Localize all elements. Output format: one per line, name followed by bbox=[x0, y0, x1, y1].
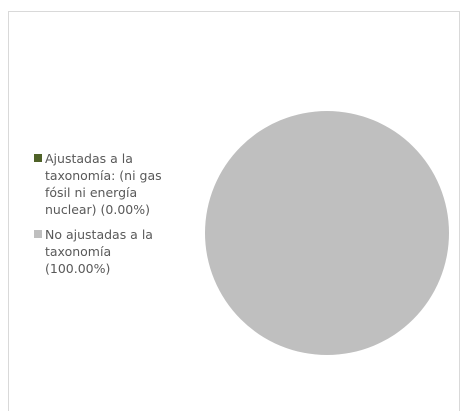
legend-item: Ajustadas a la taxonomía: (ni gas fósil … bbox=[34, 150, 174, 218]
legend-item: No ajustadas a la taxonomía (100.00%) bbox=[34, 226, 174, 277]
legend-label: Ajustadas a la taxonomía: (ni gas fósil … bbox=[45, 151, 162, 217]
pie-slice bbox=[205, 111, 449, 355]
chart-frame bbox=[8, 11, 460, 411]
legend: Ajustadas a la taxonomía: (ni gas fósil … bbox=[34, 150, 174, 285]
legend-swatch bbox=[34, 230, 42, 238]
legend-swatch bbox=[34, 154, 42, 162]
chart bbox=[205, 111, 449, 355]
page: Ajustadas a la taxonomía: (ni gas fósil … bbox=[8, 11, 460, 411]
legend-label: No ajustadas a la taxonomía (100.00%) bbox=[45, 227, 153, 276]
